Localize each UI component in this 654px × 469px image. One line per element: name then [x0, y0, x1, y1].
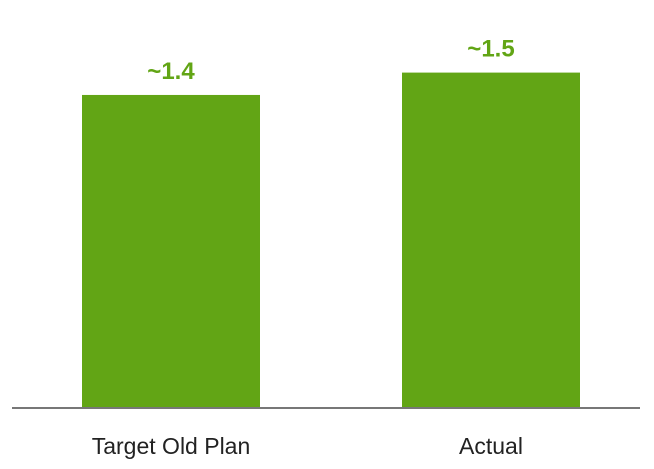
data-label-1: ~1.4: [147, 58, 195, 85]
category-labels-group: Target Old Plan Actual: [92, 433, 523, 459]
category-label-1: Target Old Plan: [92, 433, 251, 459]
bars-group: [82, 72, 580, 409]
category-label-2: Actual: [459, 433, 523, 459]
value-labels-group: ~1.4 ~1.5: [147, 36, 514, 85]
bar-1: [82, 94, 260, 409]
bar-2: [402, 72, 580, 408]
data-label-2: ~1.5: [467, 36, 514, 63]
